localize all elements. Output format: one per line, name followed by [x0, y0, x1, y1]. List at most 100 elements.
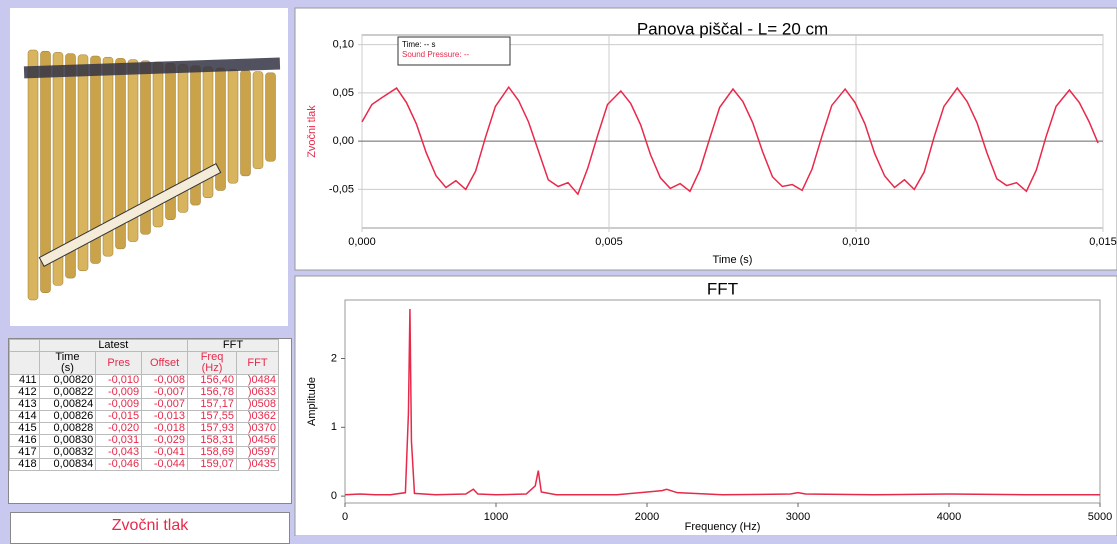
cell: 412 [9, 386, 40, 399]
readout-box [397, 36, 511, 66]
tube [65, 53, 76, 279]
tube [27, 49, 39, 301]
row[interactable]: 418 0,00834 -0,046 -0,044 159,07)0435 [9, 458, 280, 471]
x-tick-label: 0,000 [348, 236, 376, 248]
x-tick-label: 2000 [635, 511, 659, 523]
header-row: Time (s) Pres Offset Freq (Hz) FFT [9, 351, 280, 375]
data-table[interactable]: Latest FFT Time (s) Pres Offset Freq (Hz) FFT 4… [8, 338, 292, 504]
y-tick-label: 0 [331, 490, 337, 502]
tube [90, 55, 101, 264]
cell: 414 [9, 410, 40, 423]
cell: 157,93 [187, 422, 237, 435]
cell: -0,031 [95, 434, 143, 447]
cell: -0,010 [95, 374, 143, 387]
y-axis-label: Amplitude [306, 377, 318, 426]
cell: 158,69 [187, 446, 237, 459]
x-axis-label: Frequency (Hz) [685, 521, 761, 533]
meter-label: Zvočni tlak [10, 512, 290, 544]
x-tick-label: 1000 [484, 511, 508, 523]
cell: )0597 [235, 446, 280, 459]
header-cell [9, 339, 40, 352]
cell: 156,40 [187, 374, 237, 387]
cell: )0370 [235, 422, 280, 435]
x-tick-label: 0 [342, 511, 348, 523]
header-cell: FFT [235, 351, 280, 375]
cell: -0,029 [141, 434, 189, 447]
row[interactable]: 415 0,00828 -0,020 -0,018 157,93)0370 [9, 422, 280, 435]
x-axis-label: Time (s) [713, 254, 753, 266]
cell: 411 [9, 374, 40, 387]
tube [77, 54, 89, 272]
y-tick-label: 0,05 [333, 87, 354, 99]
cell: 0,00828 [38, 422, 97, 435]
cell: 156,78 [187, 386, 237, 399]
cell: -0,008 [141, 374, 189, 387]
tube [240, 70, 251, 177]
cell: -0,043 [95, 446, 143, 459]
data-line [344, 308, 1100, 496]
cell: -0,013 [141, 410, 189, 423]
binding [23, 57, 281, 79]
cell: -0,041 [141, 446, 189, 459]
tube [265, 72, 276, 162]
chart-title: Panova piščal - L= 20 cm [637, 19, 828, 38]
y-tick-label: 0,10 [333, 39, 354, 51]
cell: )0456 [235, 434, 280, 447]
cell: 416 [9, 434, 40, 447]
x-tick-label: 5000 [1088, 511, 1112, 523]
cell: 0,00824 [38, 398, 97, 411]
cell: )0633 [235, 386, 280, 399]
data-line [361, 85, 1099, 196]
header-cell: Freq (Hz) [187, 351, 237, 375]
cell: 417 [9, 446, 40, 459]
cell: -0,009 [95, 386, 143, 399]
cell: 0,00832 [38, 446, 97, 459]
tube [40, 50, 51, 293]
row[interactable]: 411 0,00820 -0,010 -0,008 156,40)0484 [9, 374, 280, 387]
chart-title: FFT [707, 279, 738, 298]
tube [102, 56, 114, 257]
cell: 157,17 [187, 398, 237, 411]
header-cell: Pres [95, 351, 143, 375]
cell: 413 [9, 398, 40, 411]
table: Latest FFT Time (s) Pres Offset Freq (Hz) FFT 4… [9, 339, 280, 471]
cell: -0,044 [141, 458, 189, 471]
y-tick-label: -0,05 [329, 183, 354, 195]
cell: 418 [9, 458, 40, 471]
tube [252, 71, 264, 169]
group-row: Latest FFT [9, 339, 279, 352]
cell: 157,55 [187, 410, 237, 423]
cell: 0,00820 [38, 374, 97, 387]
cell: -0,046 [95, 458, 143, 471]
cell: )0435 [235, 458, 280, 471]
y-tick-label: 1 [331, 421, 337, 433]
tube [115, 58, 126, 250]
row[interactable]: 414 0,00826 -0,015 -0,013 157,55)0362 [9, 410, 280, 423]
pan-flute-image [23, 49, 281, 301]
cell: )0362 [235, 410, 280, 423]
cell: -0,009 [95, 398, 143, 411]
cell: 158,31 [187, 434, 237, 447]
tube [227, 68, 239, 184]
row[interactable]: 417 0,00832 -0,043 -0,041 158,69)0597 [9, 446, 280, 459]
row[interactable]: 412 0,00822 -0,009 -0,007 156,78)0633 [9, 386, 280, 399]
row[interactable]: 413 0,00824 -0,009 -0,007 157,17)0508 [9, 398, 280, 411]
tube [140, 60, 151, 235]
cell: -0,007 [141, 398, 189, 411]
header-cell: FFT [187, 339, 279, 352]
cell: 0,00834 [38, 458, 97, 471]
cell: -0,018 [141, 422, 189, 435]
x-tick-label: 0,010 [842, 236, 870, 248]
y-tick-label: 0,00 [333, 135, 354, 147]
header-cell [9, 351, 40, 375]
cell: 0,00822 [38, 386, 97, 399]
y-tick-label: 2 [331, 352, 337, 364]
cell: 159,07 [187, 458, 237, 471]
header-cell: Offset [141, 351, 189, 375]
cell: -0,015 [95, 410, 143, 423]
x-tick-label: 3000 [786, 511, 810, 523]
header-cell: Latest [38, 339, 189, 352]
row[interactable]: 416 0,00830 -0,031 -0,029 158,31)0456 [9, 434, 280, 447]
cell: )0508 [235, 398, 280, 411]
cell: -0,020 [95, 422, 143, 435]
